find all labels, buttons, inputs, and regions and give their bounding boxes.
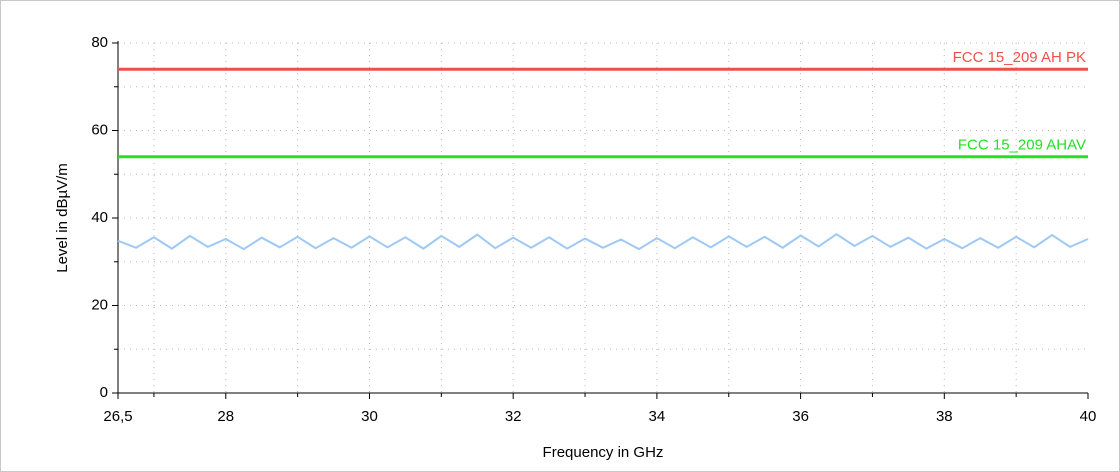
x-tick-label: 36 (792, 408, 809, 425)
x-tick-label: 26,5 (103, 408, 132, 425)
x-tick-label: 30 (361, 408, 378, 425)
y-axis-label: Level in dBµV/m (54, 163, 71, 273)
y-tick-label: 0 (100, 384, 108, 401)
x-tick-label: 34 (649, 408, 666, 425)
x-tick-label: 28 (217, 408, 234, 425)
x-axis-label: Frequency in GHz (543, 444, 664, 461)
y-tick-label: 60 (91, 121, 108, 138)
y-tick-label: 80 (91, 34, 108, 51)
trace (117, 232, 1089, 251)
x-tick-label: 32 (505, 408, 522, 425)
limit-label: FCC 15_209 AHAV (958, 137, 1086, 154)
limit-label: FCC 15_209 AH PK (953, 49, 1086, 66)
x-tick-label: 40 (1080, 408, 1097, 425)
y-tick-label: 20 (91, 296, 108, 313)
y-tick-label: 40 (91, 209, 108, 226)
x-tick-label: 38 (936, 408, 953, 425)
